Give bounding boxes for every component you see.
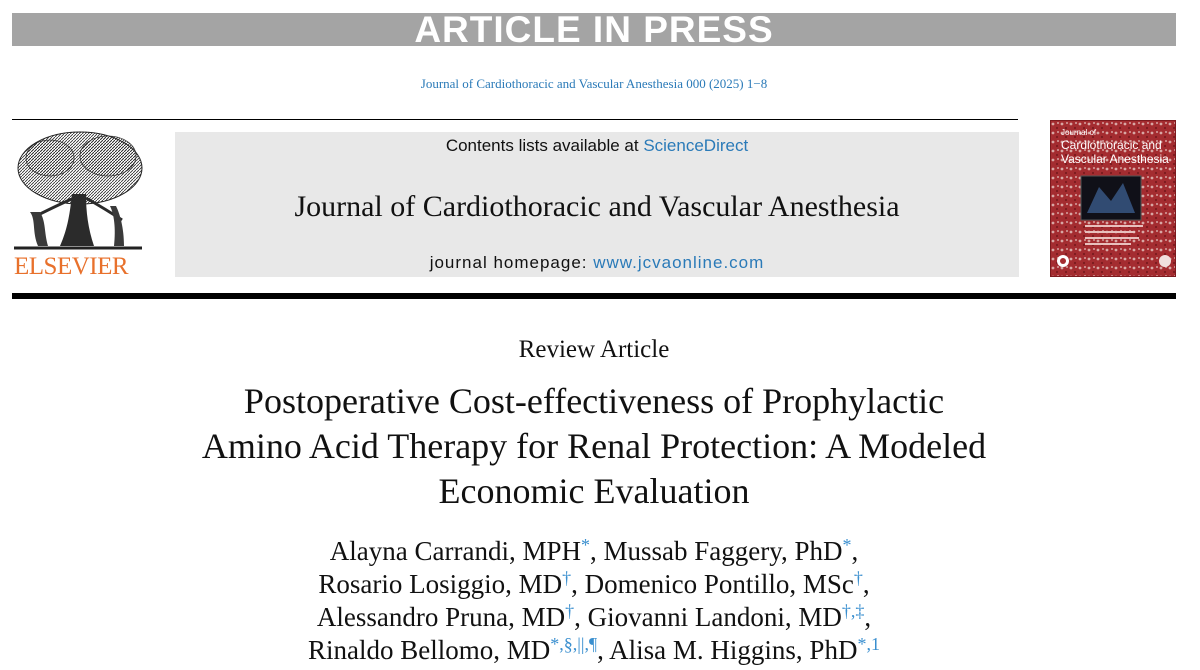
affiliation-marker[interactable]: †,‡: [841, 601, 865, 621]
journal-masthead: Contents lists available at ScienceDirec…: [175, 132, 1019, 277]
author-line: Rosario Losiggio, MD†, Domenico Pontillo…: [0, 568, 1188, 601]
author-separator: ,: [864, 602, 872, 632]
section-divider: [12, 293, 1176, 299]
author-separator: ,: [574, 602, 588, 632]
affiliation-marker[interactable]: †: [565, 601, 575, 621]
homepage-prefix: journal homepage:: [429, 253, 594, 272]
contents-prefix: Contents lists available at: [445, 136, 644, 155]
title-line: Amino Acid Therapy for Renal Protection:…: [201, 426, 987, 466]
author-list: Alayna Carrandi, MPH*, Mussab Faggery, P…: [0, 535, 1188, 667]
journal-title: Journal of Cardiothoracic and Vascular A…: [294, 190, 900, 223]
article-title: Postoperative Cost-effectiveness of Prop…: [0, 379, 1188, 514]
journal-citation[interactable]: Journal of Cardiothoracic and Vascular A…: [420, 76, 768, 91]
header-divider: [12, 119, 1018, 120]
affiliation-marker[interactable]: *,1: [857, 634, 880, 654]
author-name[interactable]: Mussab Faggery, PhD: [603, 536, 843, 566]
author-name[interactable]: Domenico Pontillo, MSc: [584, 569, 854, 599]
affiliation-marker[interactable]: *: [842, 535, 852, 555]
author-line: Alayna Carrandi, MPH*, Mussab Faggery, P…: [0, 535, 1188, 568]
author-separator: ,: [589, 536, 604, 566]
elsevier-wordmark: ELSEVIER: [14, 253, 129, 280]
affiliation-marker[interactable]: *,§,||,¶: [550, 634, 598, 654]
cover-title-line2: Cardiothoracic and: [1061, 138, 1162, 152]
author-separator: ,: [597, 635, 610, 665]
cover-title-line1: Journal of: [1061, 128, 1097, 137]
cover-title-line3: Vascular Anesthesia: [1061, 152, 1169, 166]
affiliation-marker[interactable]: *: [580, 535, 590, 555]
author-name[interactable]: Rinaldo Bellomo, MD: [308, 635, 551, 665]
sciencedirect-link[interactable]: ScienceDirect: [643, 136, 749, 155]
cover-art: Journal of Cardiothoracic and Vascular A…: [1051, 121, 1175, 276]
article-type: Review Article: [518, 336, 670, 363]
affiliation-marker[interactable]: †: [562, 568, 572, 588]
author-name[interactable]: Giovanni Landoni, MD: [587, 602, 842, 632]
journal-cover-thumbnail[interactable]: Journal of Cardiothoracic and Vascular A…: [1050, 120, 1176, 277]
title-line: Postoperative Cost-effectiveness of Prop…: [243, 381, 945, 421]
author-line: Alessandro Pruna, MD†, Giovanni Landoni,…: [0, 601, 1188, 634]
author-name[interactable]: Alessandro Pruna, MD: [316, 602, 566, 632]
author-separator: ,: [862, 569, 870, 599]
homepage-line: journal homepage: www.jcvaonline.com: [175, 253, 1019, 273]
author-separator: ,: [571, 569, 585, 599]
author-name[interactable]: Rosario Losiggio, MD: [318, 569, 563, 599]
contents-line: Contents lists available at ScienceDirec…: [175, 136, 1019, 156]
affiliation-marker[interactable]: †: [853, 568, 863, 588]
elsevier-tree-logo[interactable]: [10, 128, 146, 280]
author-line: Rinaldo Bellomo, MD*,§,||,¶, Alisa M. Hi…: [0, 634, 1188, 667]
author-separator: ,: [851, 536, 859, 566]
author-name[interactable]: Alisa M. Higgins, PhD: [609, 635, 858, 665]
title-line: Economic Evaluation: [438, 471, 750, 511]
tree-logo-icon: [14, 131, 143, 250]
author-name[interactable]: Alayna Carrandi, MPH: [329, 536, 581, 566]
journal-homepage-link[interactable]: www.jcvaonline.com: [593, 253, 765, 272]
article-in-press-banner: ARTICLE IN PRESS: [12, 11, 1176, 48]
